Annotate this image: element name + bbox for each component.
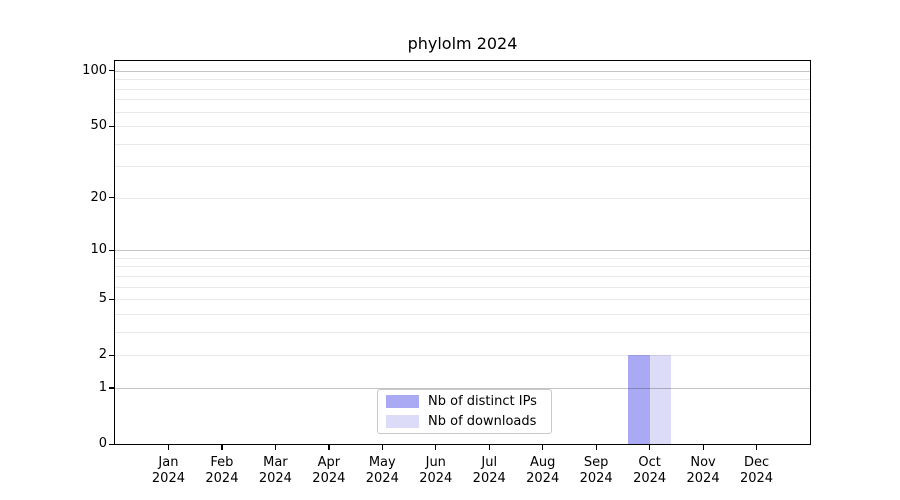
- legend-swatch-downloads-icon: [386, 415, 419, 428]
- gridline-minor: [115, 257, 810, 259]
- y-tick-label: 0: [98, 436, 107, 451]
- legend-item-distinct-ips: Nb of distinct IPs: [386, 393, 551, 409]
- y-tick-mark: [109, 443, 114, 445]
- y-tick-mark: [109, 197, 114, 199]
- x-tick-label: Jan 2024: [151, 455, 185, 486]
- legend-item-downloads: Nb of downloads: [386, 413, 551, 429]
- y-tick-label: 1: [98, 379, 107, 395]
- x-tick-mark: [221, 445, 223, 450]
- x-tick-mark: [649, 445, 651, 450]
- x-tick-mark: [435, 445, 437, 450]
- y-tick-mark: [109, 298, 114, 300]
- x-tick-label: Mar 2024: [258, 455, 292, 486]
- x-tick-label: Jul 2024: [472, 455, 506, 486]
- gridline-minor: [115, 126, 810, 128]
- gridline-major: [115, 387, 810, 389]
- x-tick-label: Feb 2024: [205, 455, 239, 486]
- y-tick-mark: [109, 70, 114, 72]
- bar-oct-downloads: [649, 355, 672, 444]
- gridline-minor: [115, 111, 810, 113]
- gridline-minor: [115, 197, 810, 199]
- x-tick-label: Nov 2024: [686, 455, 720, 486]
- y-tick-label: 10: [90, 242, 107, 258]
- gridline-minor: [115, 355, 810, 357]
- x-tick-mark: [595, 445, 597, 450]
- x-tick-label: May 2024: [365, 455, 399, 486]
- gridline-minor: [115, 166, 810, 168]
- gridline-minor: [115, 331, 810, 333]
- gridline-minor: [115, 88, 810, 90]
- plot-area: Nb of distinct IPs Nb of downloads 0 1 2 5 1…: [82, 60, 811, 486]
- x-tick-label: Sep 2024: [579, 455, 613, 486]
- gridline-major: [115, 70, 810, 72]
- x-tick-mark: [488, 445, 490, 450]
- x-tick-label: Apr 2024: [312, 455, 346, 486]
- x-tick-mark: [542, 445, 544, 450]
- gridline-minor: [115, 266, 810, 268]
- y-tick-label: 5: [98, 291, 107, 307]
- gridline-minor: [115, 99, 810, 101]
- legend: Nb of distinct IPs Nb of downloads: [377, 389, 552, 434]
- y-tick-mark: [109, 125, 114, 127]
- gridline-minor: [115, 275, 810, 277]
- gridline-minor: [115, 143, 810, 145]
- gridline-minor: [115, 313, 810, 315]
- x-tick-mark: [167, 445, 170, 450]
- y-tick-mark: [109, 354, 114, 356]
- gridline-major: [115, 250, 810, 252]
- x-tick-mark: [756, 445, 758, 450]
- y-tick-label: 20: [90, 189, 107, 205]
- x-tick-mark: [274, 445, 277, 450]
- legend-label-distinct-ips: Nb of distinct IPs: [428, 393, 537, 409]
- x-tick-label: Oct 2024: [633, 455, 667, 486]
- y-tick-label: 2: [98, 347, 107, 363]
- x-tick-label: Aug 2024: [526, 455, 560, 486]
- y-tick-label: 50: [90, 118, 107, 134]
- x-tick-label: Jun 2024: [419, 455, 453, 486]
- y-tick-mark: [109, 249, 114, 251]
- x-tick-mark: [702, 445, 704, 450]
- x-tick-mark: [381, 445, 383, 450]
- gridline-minor: [115, 79, 810, 81]
- bar-oct-distinct-ips: [628, 355, 650, 444]
- y-tick-label: 100: [82, 62, 107, 78]
- gridline-minor: [115, 299, 810, 301]
- x-tick-label: Dec 2024: [739, 455, 774, 486]
- chart-title: phylolm 2024: [407, 34, 518, 53]
- legend-label-downloads: Nb of downloads: [428, 413, 537, 429]
- legend-swatch-distinct-ips-icon: [386, 395, 419, 408]
- y-tick-mark: [109, 387, 114, 389]
- gridline-minor: [115, 286, 810, 288]
- x-tick-mark: [328, 445, 330, 450]
